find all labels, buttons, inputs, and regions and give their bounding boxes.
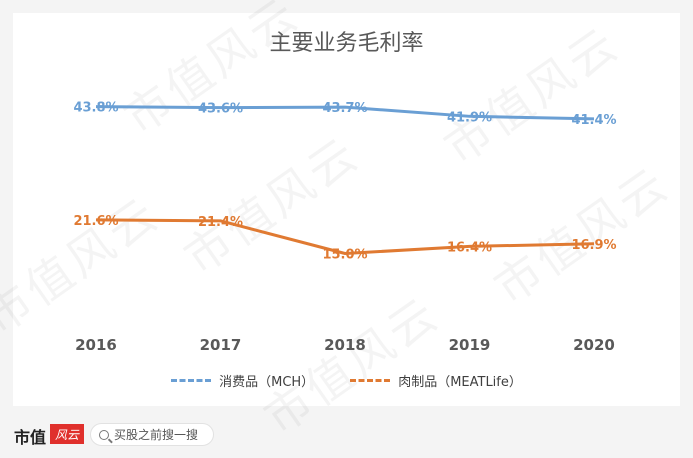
legend-item-mch: 消费品（MCH） — [171, 371, 314, 390]
x-tick-label: 2020 — [573, 336, 615, 354]
data-label: 41.4% — [571, 113, 616, 128]
data-label: 43.6% — [198, 102, 243, 117]
legend-swatch-meatlife — [350, 379, 391, 382]
data-label: 15.0% — [322, 248, 367, 263]
data-label: 21.6% — [73, 214, 118, 229]
x-tick-label: 2018 — [324, 336, 366, 354]
legend-swatch-mch — [171, 379, 212, 382]
data-label: 43.8% — [73, 101, 118, 116]
search-placeholder: 买股之前搜一搜 — [114, 428, 199, 442]
search-input[interactable]: 买股之前搜一搜 — [90, 423, 214, 446]
x-tick-label: 2019 — [449, 336, 491, 354]
logo-badge[interactable]: 风云 — [50, 424, 84, 444]
legend-item-meatlife: 肉制品（MEATLife） — [350, 371, 522, 390]
data-label: 41.9% — [447, 110, 492, 125]
chart-title: 主要业务毛利率 — [269, 31, 424, 56]
search-icon — [99, 429, 109, 440]
x-tick-label: 2016 — [75, 336, 117, 354]
series-line-0 — [95, 105, 595, 121]
series-line-1 — [95, 218, 595, 255]
data-label: 43.7% — [322, 101, 367, 116]
chart-card — [13, 13, 680, 406]
legend: 消费品（MCH） 肉制品（MEATLife） — [0, 371, 693, 390]
data-label: 16.4% — [447, 240, 492, 255]
footer: 市值 风云 买股之前搜一搜 — [0, 420, 693, 458]
data-label: 21.4% — [198, 215, 243, 230]
legend-label-mch: 消费品（MCH） — [219, 375, 315, 390]
x-tick-label: 2017 — [200, 336, 242, 354]
legend-label-meatlife: 肉制品（MEATLife） — [398, 375, 522, 390]
data-label: 16.9% — [571, 238, 616, 253]
logo-text[interactable]: 市值 — [14, 428, 47, 447]
